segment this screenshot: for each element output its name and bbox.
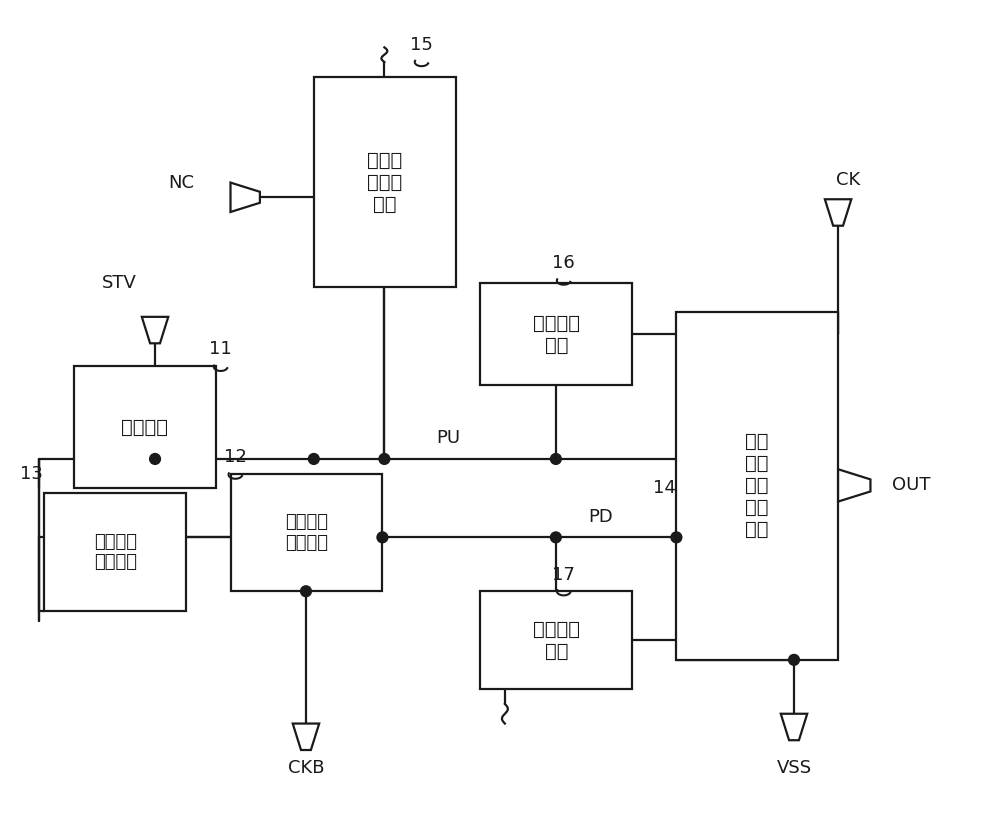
Text: STV: STV [102,274,137,292]
Text: 15: 15 [410,37,433,55]
Text: 11: 11 [209,340,232,358]
Text: 17: 17 [552,566,575,584]
FancyBboxPatch shape [314,77,456,288]
Text: VSS: VSS [776,759,812,777]
Circle shape [308,454,319,465]
Polygon shape [825,199,851,226]
Circle shape [550,532,561,543]
Circle shape [377,532,388,543]
FancyBboxPatch shape [74,366,216,488]
Text: 13: 13 [20,465,43,482]
FancyBboxPatch shape [230,474,382,591]
Text: 16: 16 [552,254,575,272]
Text: 第二电容
单元: 第二电容 单元 [533,619,580,661]
FancyBboxPatch shape [676,312,838,660]
Circle shape [150,454,160,465]
Text: 12: 12 [224,448,247,466]
Text: PD: PD [588,508,613,526]
Text: 第一电容
单元: 第一电容 单元 [533,314,580,355]
Circle shape [379,454,390,465]
Text: OUT: OUT [892,477,931,495]
Polygon shape [142,317,168,343]
Text: 下拉节点
控制单元: 下拉节点 控制单元 [94,533,137,571]
Polygon shape [781,714,807,740]
FancyBboxPatch shape [44,493,186,611]
Circle shape [301,586,311,597]
FancyBboxPatch shape [480,591,632,689]
Polygon shape [230,183,260,212]
Text: 起始单元: 起始单元 [121,417,168,437]
Polygon shape [838,469,870,501]
Text: 14: 14 [653,479,676,497]
Circle shape [789,654,799,665]
Text: NC: NC [168,174,194,192]
Text: 上拉节点
控制单元: 上拉节点 控制单元 [285,513,328,552]
Text: 栅极
驱动
信号
输出
单元: 栅极 驱动 信号 输出 单元 [746,433,769,540]
Text: CK: CK [836,170,860,188]
FancyBboxPatch shape [480,283,632,385]
Polygon shape [293,724,319,750]
Circle shape [550,454,561,465]
Text: PU: PU [436,430,460,447]
Text: 上拉节
点降噪
单元: 上拉节 点降噪 单元 [367,151,402,214]
Circle shape [671,532,682,543]
Text: CKB: CKB [288,759,324,777]
